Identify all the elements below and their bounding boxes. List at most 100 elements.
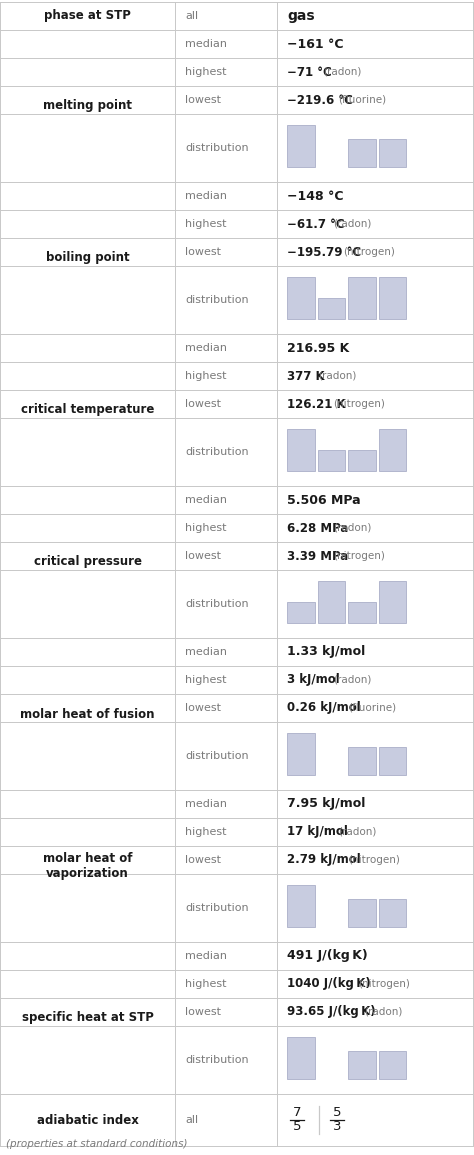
Bar bbox=[287, 602, 315, 623]
Text: 5: 5 bbox=[293, 1120, 301, 1133]
Text: (fluorine): (fluorine) bbox=[348, 703, 397, 713]
Text: (nitrogen): (nitrogen) bbox=[348, 855, 400, 865]
Text: lowest: lowest bbox=[185, 703, 221, 713]
Text: lowest: lowest bbox=[185, 855, 221, 865]
Text: all: all bbox=[185, 12, 199, 21]
Text: (radon): (radon) bbox=[364, 1007, 402, 1018]
Text: highest: highest bbox=[185, 979, 227, 989]
Text: molar heat of vaporization: molar heat of vaporization bbox=[43, 852, 132, 880]
Text: 93.65 J/(kg K): 93.65 J/(kg K) bbox=[287, 1006, 376, 1019]
Text: highest: highest bbox=[185, 827, 227, 837]
Text: 5.506 MPa: 5.506 MPa bbox=[287, 493, 361, 507]
Text: 1040 J/(kg K): 1040 J/(kg K) bbox=[287, 977, 371, 991]
Text: lowest: lowest bbox=[185, 247, 221, 258]
Text: −219.6 °C: −219.6 °C bbox=[287, 94, 353, 106]
Bar bbox=[318, 298, 345, 319]
Text: (nitrogen): (nitrogen) bbox=[359, 979, 410, 989]
Bar bbox=[379, 139, 406, 167]
Text: median: median bbox=[185, 799, 228, 808]
Bar bbox=[287, 125, 315, 167]
Text: median: median bbox=[185, 39, 228, 49]
Text: (radon): (radon) bbox=[338, 827, 376, 837]
Text: 216.95 K: 216.95 K bbox=[287, 342, 349, 355]
Text: molar heat of fusion: molar heat of fusion bbox=[20, 708, 155, 721]
Bar bbox=[348, 747, 376, 775]
Text: median: median bbox=[185, 191, 228, 201]
Bar bbox=[348, 1051, 376, 1079]
Text: median: median bbox=[185, 647, 228, 657]
Text: distribution: distribution bbox=[185, 1055, 249, 1065]
Bar bbox=[318, 581, 345, 623]
Text: distribution: distribution bbox=[185, 599, 249, 609]
Text: highest: highest bbox=[185, 219, 227, 229]
Text: 6.28 MPa: 6.28 MPa bbox=[287, 522, 349, 535]
Text: critical temperature: critical temperature bbox=[21, 403, 155, 417]
Text: (nitrogen): (nitrogen) bbox=[333, 551, 385, 561]
Bar bbox=[379, 581, 406, 623]
Text: −161 °C: −161 °C bbox=[287, 37, 344, 51]
Text: highest: highest bbox=[185, 371, 227, 381]
Text: 7: 7 bbox=[293, 1106, 301, 1119]
Text: specific heat at STP: specific heat at STP bbox=[22, 1012, 154, 1024]
Bar bbox=[348, 277, 376, 319]
Text: distribution: distribution bbox=[185, 447, 249, 457]
Text: median: median bbox=[185, 951, 228, 961]
Bar bbox=[287, 885, 315, 927]
Bar bbox=[287, 1037, 315, 1079]
Text: lowest: lowest bbox=[185, 551, 221, 561]
Bar bbox=[318, 450, 345, 471]
Text: highest: highest bbox=[185, 523, 227, 532]
Bar bbox=[379, 747, 406, 775]
Text: 0.26 kJ/mol: 0.26 kJ/mol bbox=[287, 701, 361, 715]
Text: (radon): (radon) bbox=[333, 219, 372, 229]
Text: 1.33 kJ/mol: 1.33 kJ/mol bbox=[287, 646, 365, 658]
Text: lowest: lowest bbox=[185, 398, 221, 409]
Text: 2.79 kJ/mol: 2.79 kJ/mol bbox=[287, 854, 361, 866]
Text: melting point: melting point bbox=[43, 99, 132, 112]
Text: highest: highest bbox=[185, 67, 227, 77]
Text: highest: highest bbox=[185, 675, 227, 685]
Text: distribution: distribution bbox=[185, 295, 249, 305]
Text: distribution: distribution bbox=[185, 751, 249, 761]
Text: 17 kJ/mol: 17 kJ/mol bbox=[287, 826, 348, 839]
Text: lowest: lowest bbox=[185, 95, 221, 105]
Text: −61.7 °C: −61.7 °C bbox=[287, 217, 345, 231]
Text: (radon): (radon) bbox=[333, 675, 372, 685]
Text: 377 K: 377 K bbox=[287, 370, 325, 382]
Text: distribution: distribution bbox=[185, 143, 249, 152]
Text: 491 J/(kg K): 491 J/(kg K) bbox=[287, 949, 368, 962]
Bar bbox=[348, 139, 376, 167]
Text: critical pressure: critical pressure bbox=[34, 556, 142, 568]
Text: lowest: lowest bbox=[185, 1007, 221, 1018]
Bar bbox=[348, 602, 376, 623]
Text: distribution: distribution bbox=[185, 903, 249, 912]
Bar bbox=[348, 450, 376, 471]
Text: median: median bbox=[185, 343, 228, 353]
Text: 7.95 kJ/mol: 7.95 kJ/mol bbox=[287, 797, 365, 811]
Text: −195.79 °C: −195.79 °C bbox=[287, 246, 361, 259]
Bar bbox=[287, 277, 315, 319]
Text: gas: gas bbox=[287, 9, 315, 23]
Bar bbox=[287, 733, 315, 775]
Text: (radon): (radon) bbox=[318, 371, 356, 381]
Text: 3 kJ/mol: 3 kJ/mol bbox=[287, 673, 340, 686]
Text: all: all bbox=[185, 1115, 199, 1125]
Text: −148 °C: −148 °C bbox=[287, 189, 344, 202]
Text: adiabatic index: adiabatic index bbox=[37, 1113, 138, 1126]
Text: −71 °C: −71 °C bbox=[287, 66, 332, 79]
Text: 126.21 K: 126.21 K bbox=[287, 397, 346, 410]
Text: median: median bbox=[185, 495, 228, 505]
Bar bbox=[287, 429, 315, 471]
Bar bbox=[379, 277, 406, 319]
Text: (radon): (radon) bbox=[333, 523, 372, 532]
Text: (radon): (radon) bbox=[323, 67, 361, 77]
Bar bbox=[379, 899, 406, 927]
Text: (fluorine): (fluorine) bbox=[338, 95, 386, 105]
Text: (nitrogen): (nitrogen) bbox=[343, 247, 395, 258]
Text: 3: 3 bbox=[333, 1120, 342, 1133]
Bar bbox=[379, 429, 406, 471]
Text: boiling point: boiling point bbox=[46, 252, 129, 264]
Text: 3.39 MPa: 3.39 MPa bbox=[287, 550, 348, 562]
Bar bbox=[379, 1051, 406, 1079]
Text: 5: 5 bbox=[333, 1106, 342, 1119]
